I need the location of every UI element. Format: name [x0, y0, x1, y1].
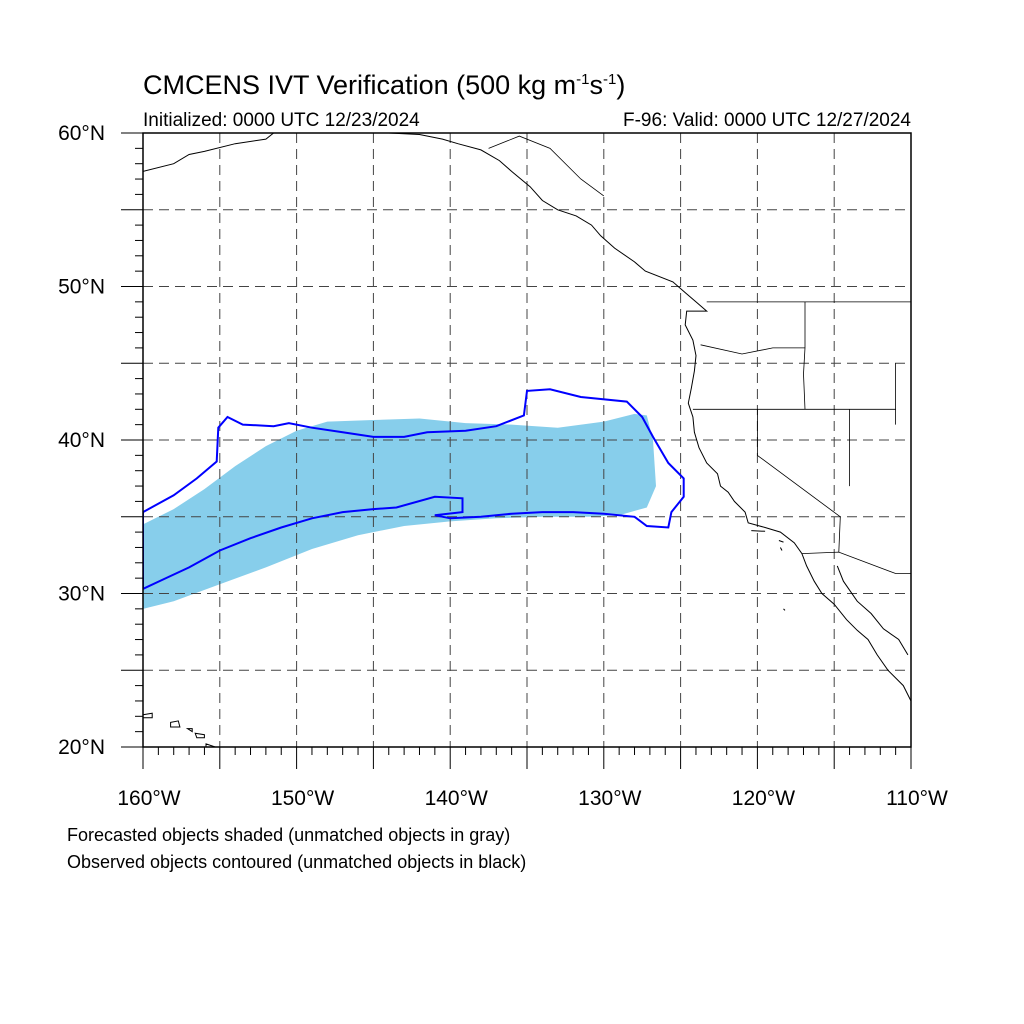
hawaii-island: [143, 712, 153, 719]
coastal-island: [779, 547, 783, 551]
valid-time-label: F-96: Valid: 0000 UTC 12/27/2024: [623, 110, 911, 131]
gulf-coastline: [836, 565, 909, 656]
lon-tick-label: 130°W: [578, 787, 641, 810]
coastal-island: [751, 530, 766, 532]
lat-tick-label: 60°N: [58, 122, 105, 145]
lat-tick-label: 50°N: [58, 276, 105, 299]
lon-tick-label: 110°W: [886, 787, 948, 810]
initialized-label: Initialized: 0000 UTC 12/23/2024: [143, 110, 420, 131]
hawaii-island: [194, 732, 205, 739]
political-border: [803, 301, 806, 410]
lat-tick-label: 20°N: [58, 736, 105, 759]
lat-tick-label: 30°N: [58, 583, 105, 606]
forecast-footnote: Forecasted objects shaded (unmatched obj…: [67, 825, 511, 845]
lon-tick-label: 160°W: [117, 787, 180, 810]
political-border: [488, 135, 605, 197]
political-border: [757, 409, 841, 553]
lon-tick-label: 140°W: [425, 787, 488, 810]
political-border: [801, 551, 911, 574]
coastal-island: [778, 540, 784, 543]
observed-object-contour: [143, 388, 685, 591]
lon-tick-label: 120°W: [732, 787, 795, 810]
hawaii-island: [170, 720, 181, 728]
observed-footnote: Observed objects contoured (unmatched ob…: [67, 852, 527, 872]
political-border: [700, 344, 805, 355]
hawaii-island: [185, 728, 193, 733]
coastal-island: [783, 608, 786, 611]
lat-tick-label: 40°N: [58, 429, 105, 452]
chart-title: CMCENS IVT Verification (500 kg m-1s-1): [143, 70, 626, 100]
lon-tick-label: 150°W: [271, 787, 334, 810]
forecast-object-shading: [143, 413, 656, 609]
